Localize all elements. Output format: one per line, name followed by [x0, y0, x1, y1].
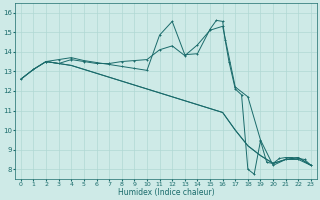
X-axis label: Humidex (Indice chaleur): Humidex (Indice chaleur)	[117, 188, 214, 197]
